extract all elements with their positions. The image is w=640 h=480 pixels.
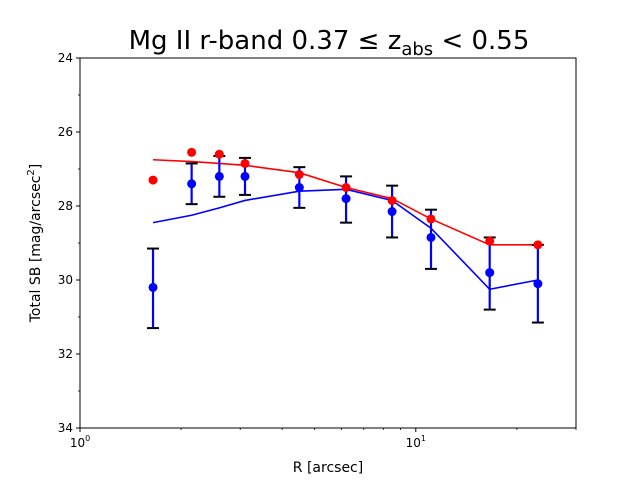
axes-frame	[79, 57, 577, 429]
x-tick-label-exponent: 1	[421, 434, 426, 443]
red-data-point	[214, 149, 224, 159]
chart-title: Mg II r-band 0.37 ≤ zabs < 0.55	[129, 26, 530, 60]
x-tick-label-exponent: 0	[85, 434, 90, 443]
x-tick-label-base: 10	[406, 436, 421, 450]
red-data-point	[387, 195, 397, 205]
blue-data-point	[214, 171, 224, 181]
y-tick-label: 24	[58, 51, 73, 65]
chart-title-main: Mg II r-band 0.37 ≤ z	[129, 26, 402, 56]
blue-data-point	[294, 183, 304, 192]
y-tick-label: 26	[58, 125, 73, 139]
red-data-point	[533, 240, 543, 250]
blue-data-point	[148, 282, 158, 292]
x-tick-label: 101	[406, 434, 426, 450]
blue-data-point	[485, 268, 495, 278]
red-data-point	[426, 214, 436, 224]
blue-data-point	[426, 232, 436, 242]
y-tick-label: 30	[58, 273, 73, 287]
y-axis-label-tail: ]	[28, 164, 44, 169]
blue-data-point	[187, 179, 197, 189]
y-axis-label-sup: 2	[26, 169, 37, 175]
chart-title-tail: < 0.55	[433, 26, 529, 56]
red-data-point	[148, 175, 158, 185]
blue-data-point	[240, 171, 250, 181]
lines-group	[152, 158, 539, 291]
chart-title-subscript: abs	[401, 39, 433, 60]
y-tick-label: 34	[58, 421, 73, 435]
red-data-point	[187, 147, 197, 157]
blue-data-point	[387, 207, 397, 217]
red-data-point	[341, 183, 351, 192]
red-model-line	[152, 158, 538, 246]
y-tick-label: 28	[58, 199, 73, 213]
red-data-point	[485, 236, 495, 246]
y-tick-label: 32	[58, 347, 73, 361]
red-data-point	[240, 158, 250, 168]
blue-model-line	[152, 188, 539, 291]
y-axis-label-main: Total SB [mag/arcsec	[28, 176, 44, 324]
blue-data-point	[341, 194, 351, 204]
blue-data-point	[533, 279, 543, 289]
y-axis-label: Total SB [mag/arcsec2]	[26, 164, 44, 324]
x-tick-label-base: 10	[70, 436, 85, 450]
red-data-point	[294, 170, 304, 180]
x-axis-label: R [arcsec]	[293, 460, 363, 476]
points-group	[148, 147, 543, 292]
x-tick-label: 100	[70, 434, 90, 450]
